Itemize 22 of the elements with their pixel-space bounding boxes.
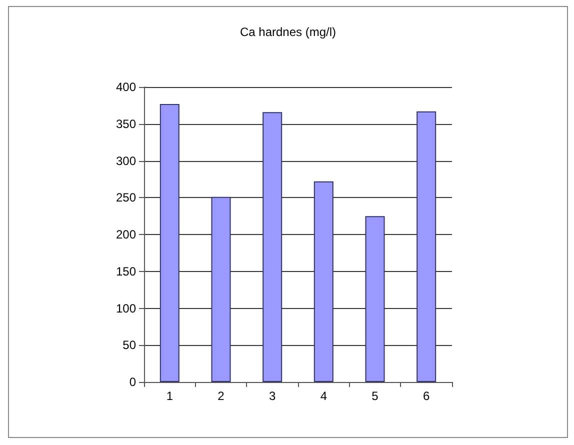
x-tick-label: 3 xyxy=(268,389,276,403)
y-tick-label: 250 xyxy=(116,190,136,205)
y-tick-label: 150 xyxy=(116,264,136,278)
y-tick-label: 300 xyxy=(116,154,136,168)
y-tick-label: 50 xyxy=(122,338,136,352)
bar xyxy=(365,216,385,382)
x-tick-label: 6 xyxy=(422,389,430,403)
bar xyxy=(211,196,231,382)
y-tick-label: 350 xyxy=(116,116,136,131)
y-tick-label: 400 xyxy=(116,80,136,94)
y-tick-label: 100 xyxy=(116,301,136,316)
y-tick-label: 200 xyxy=(116,228,136,242)
x-tick-label: 1 xyxy=(166,389,174,403)
bar xyxy=(160,104,180,382)
x-tick-label: 5 xyxy=(372,389,379,403)
y-tick-label: 0 xyxy=(129,375,136,389)
x-tick-label: 2 xyxy=(218,389,225,403)
x-tick-label: 4 xyxy=(320,389,328,403)
bar xyxy=(262,112,282,382)
bar xyxy=(416,111,436,382)
chart-title: Ca hardnes (mg/l) xyxy=(240,25,336,39)
bar xyxy=(314,181,334,382)
